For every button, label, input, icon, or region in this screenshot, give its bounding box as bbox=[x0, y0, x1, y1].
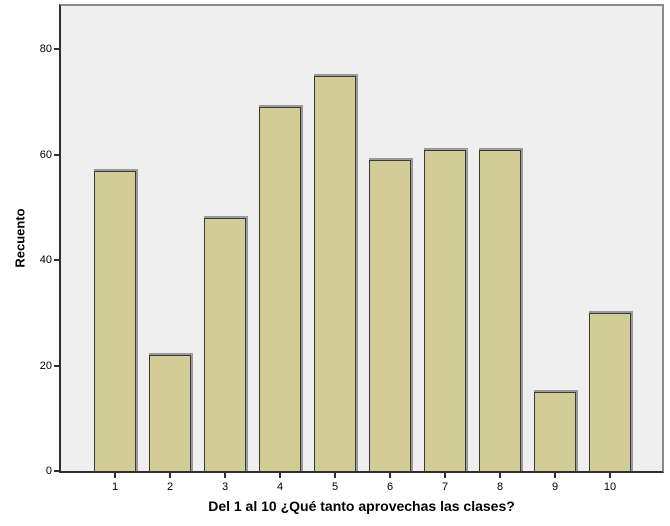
x-tick-label: 3 bbox=[221, 481, 229, 493]
x-tick-mark bbox=[334, 473, 336, 478]
x-tick-mark bbox=[279, 473, 281, 478]
y-tick-mark bbox=[54, 364, 59, 367]
x-tick-mark bbox=[114, 473, 116, 478]
x-tick-mark bbox=[389, 473, 391, 478]
x-tick-label: 6 bbox=[386, 481, 394, 493]
x-tick-label: 10 bbox=[603, 481, 617, 493]
x-tick-label: 8 bbox=[496, 481, 504, 493]
y-tick-mark bbox=[54, 259, 59, 262]
x-axis-title: Del 1 al 10 ¿Qué tanto aprovechas las cl… bbox=[208, 498, 515, 514]
x-tick-mark bbox=[609, 473, 611, 478]
x-tick-mark bbox=[169, 473, 171, 478]
x-tick-label: 4 bbox=[276, 481, 284, 493]
y-axis-title: Recuento bbox=[12, 208, 28, 268]
y-tick-label: 40 bbox=[39, 254, 52, 267]
x-tick-mark bbox=[224, 473, 226, 478]
y-tick-label: 60 bbox=[39, 148, 52, 161]
x-tick-mark bbox=[499, 473, 501, 478]
x-tick-mark bbox=[444, 473, 446, 478]
bar-3 bbox=[204, 218, 246, 471]
bar-4 bbox=[259, 107, 301, 471]
bar-7 bbox=[424, 150, 466, 471]
bar-6 bbox=[369, 160, 411, 471]
x-tick-label: 9 bbox=[551, 481, 559, 493]
x-tick-mark bbox=[554, 473, 556, 478]
x-tick-label: 1 bbox=[111, 481, 119, 493]
y-tick-mark bbox=[54, 470, 59, 472]
x-tick-label: 7 bbox=[441, 481, 449, 493]
x-tick-label: 2 bbox=[166, 481, 174, 493]
y-tick-label: 0 bbox=[45, 465, 52, 477]
y-tick-label: 80 bbox=[39, 43, 52, 56]
plot-area bbox=[59, 4, 664, 473]
bar-8 bbox=[479, 150, 521, 471]
bar-10 bbox=[589, 313, 631, 471]
y-tick-mark bbox=[54, 153, 59, 156]
bar-1 bbox=[94, 171, 136, 471]
x-tick-label: 5 bbox=[331, 481, 339, 493]
y-tick-mark bbox=[54, 48, 59, 51]
bar-5 bbox=[314, 76, 356, 471]
bar-2 bbox=[149, 355, 191, 471]
bar-9 bbox=[534, 392, 576, 471]
y-tick-label: 20 bbox=[39, 359, 52, 372]
